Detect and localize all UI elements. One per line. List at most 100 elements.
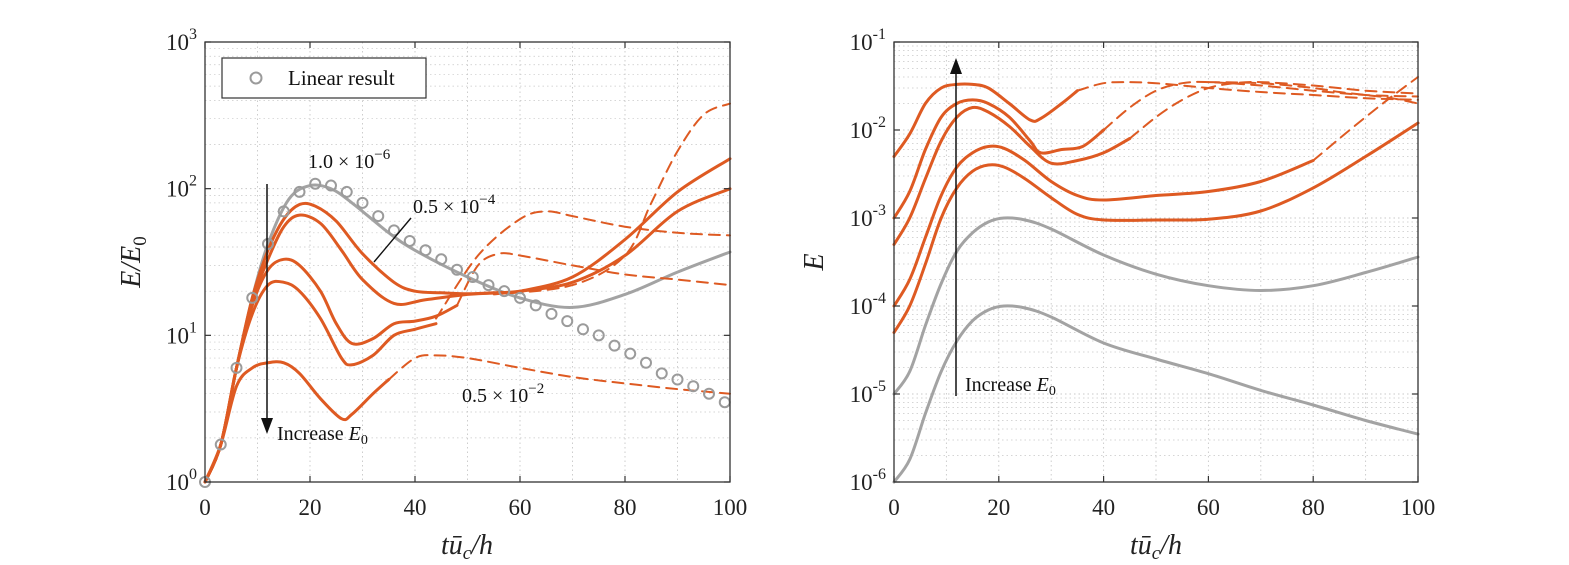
- increase-label-right: Increase E0: [965, 374, 1056, 399]
- linear-marker: [655, 367, 668, 380]
- linear-marker: [545, 307, 558, 320]
- x-tick-label: 80: [614, 495, 637, 520]
- x-tick-label: 100: [713, 495, 748, 520]
- label-0.5e-4: 0.5 × 10−4: [413, 192, 496, 218]
- series-orange-e: [892, 82, 1079, 158]
- linear-marker: [640, 356, 652, 369]
- x-tick-label: 0: [888, 495, 900, 520]
- linear-marker: [388, 224, 400, 237]
- right-series: [892, 76, 1420, 484]
- series-orange-5: [203, 360, 391, 484]
- linear-marker: [356, 196, 369, 209]
- linear-marker: [561, 315, 574, 328]
- linear-marker: [451, 263, 463, 276]
- y-tick-label: 101: [166, 319, 197, 348]
- y-tick-label: 103: [166, 26, 197, 55]
- right-panel: 0 20 40 60 80 100 10-6 10-5 10-4 10-3 10-2 10-1 Inc…: [799, 26, 1435, 564]
- x-tick-label: 60: [509, 495, 532, 520]
- right-ticks: 0 20 40 60 80 100 10-6 10-5 10-4 10-3 10-2 10-1: [850, 26, 1436, 520]
- x-tick-label: 40: [1092, 495, 1115, 520]
- linear-marker: [687, 380, 700, 393]
- series-orange-d: [892, 98, 1106, 220]
- left-plot-frame: [204, 41, 731, 483]
- linear-marker: [718, 396, 731, 409]
- left-linear-markers: [199, 177, 731, 488]
- series-dashed-3: [387, 354, 731, 395]
- linear-marker: [325, 179, 337, 192]
- legend-label: Linear result: [288, 66, 395, 90]
- series-dashed-d: [1312, 76, 1419, 162]
- series-gray-2: [892, 216, 1420, 396]
- linear-marker: [262, 237, 274, 250]
- linear-marker: [246, 291, 259, 304]
- linear-marker: [703, 387, 715, 400]
- linear-marker: [309, 177, 322, 190]
- linear-marker: [340, 185, 353, 198]
- linear-marker: [403, 234, 416, 247]
- increase-label-left: Increase E0: [277, 423, 368, 448]
- linear-marker: [577, 323, 589, 336]
- label-1e-6: 1.0 × 10−6: [308, 147, 391, 173]
- x-tick-label: 100: [1401, 495, 1436, 520]
- increase-arrow-head-right: [950, 58, 962, 74]
- label-0.5e-2: 0.5 × 10−2: [462, 381, 544, 407]
- y-tick-label: 10-3: [850, 202, 886, 231]
- increase-arrow-head-left: [261, 418, 273, 434]
- linear-marker: [608, 339, 621, 352]
- series-dashed-2: [456, 252, 731, 307]
- x-tick-label: 20: [299, 495, 322, 520]
- linear-marker: [482, 279, 495, 292]
- label-0.5e-4-pointer: [373, 217, 412, 263]
- series-orange-b: [892, 144, 1315, 308]
- left-series: [203, 102, 732, 484]
- y-tick-label: 10-4: [850, 290, 886, 319]
- y-tick-label: 102: [166, 173, 197, 202]
- x-tick-label: 40: [404, 495, 427, 520]
- series-orange-c: [892, 105, 1132, 246]
- x-tick-label: 80: [1302, 495, 1325, 520]
- linear-marker: [419, 244, 432, 257]
- left-ticks: 0 20 40 60 80 100 100 101 102 103: [166, 26, 747, 520]
- linear-marker: [230, 361, 243, 374]
- series-dashed-4: [492, 102, 731, 296]
- linear-marker: [624, 347, 637, 360]
- y-tick-label: 10-5: [850, 378, 886, 407]
- linear-marker: [435, 253, 448, 266]
- linear-marker: [293, 185, 306, 198]
- series-dashed-e: [1207, 81, 1419, 105]
- linear-marker: [514, 291, 526, 304]
- y-tick-label: 10-6: [850, 466, 886, 495]
- series-dashed-c: [1128, 80, 1419, 140]
- right-annotations: Increase E0: [950, 58, 1056, 399]
- left-annotations: 1.0 × 10−6 0.5 × 10−4 0.5 × 10−2 Increas…: [261, 147, 544, 448]
- right-grid: [894, 42, 1418, 482]
- y-tick-label: 10-1: [850, 26, 886, 55]
- left-x-axis-label: tūc/h: [441, 530, 493, 564]
- y-tick-label: 10-2: [850, 114, 886, 143]
- linear-marker: [592, 329, 605, 342]
- x-tick-label: 0: [199, 495, 211, 520]
- linear-marker: [372, 210, 385, 223]
- linear-marker: [529, 299, 542, 312]
- linear-marker: [466, 270, 479, 283]
- series-dashed-a: [1076, 81, 1419, 101]
- linear-marker: [498, 285, 511, 298]
- right-y-axis-label: E: [799, 253, 830, 271]
- series-gray-1: [892, 304, 1420, 484]
- series-orange-4: [203, 279, 438, 484]
- series-dashed-1: [435, 210, 731, 320]
- linear-marker: [277, 205, 290, 218]
- right-plot-frame: [893, 41, 1419, 483]
- left-y-axis-label: E/E0: [116, 236, 151, 289]
- legend-box: [221, 57, 427, 99]
- left-panel: 0 20 40 60 80 100 100 101 102 103 Linear result 1…: [116, 26, 747, 564]
- right-x-axis-label: tūc/h: [1130, 530, 1182, 564]
- linear-marker: [671, 373, 684, 386]
- series-orange-a: [892, 121, 1420, 334]
- linear-marker: [214, 438, 227, 451]
- x-tick-label: 60: [1197, 495, 1220, 520]
- legend-marker: [249, 71, 263, 85]
- left-legend: Linear result: [221, 57, 427, 99]
- left-grid: [205, 42, 730, 482]
